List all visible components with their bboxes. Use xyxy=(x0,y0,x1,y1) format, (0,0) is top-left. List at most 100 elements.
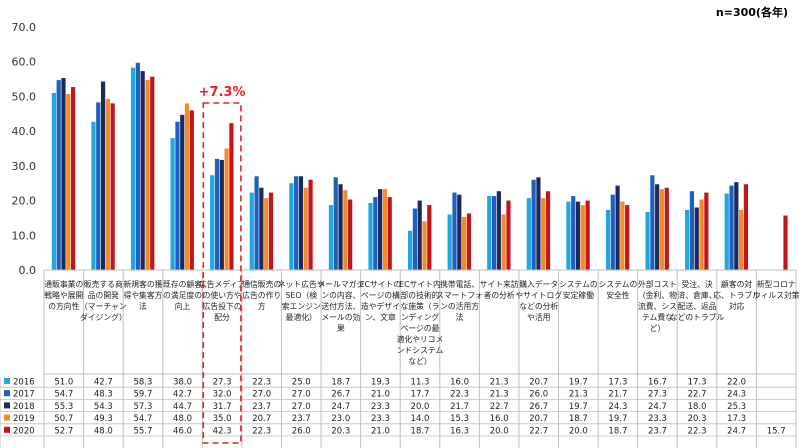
table-value: 22.3 xyxy=(252,378,271,388)
table-value: 23.3 xyxy=(648,414,667,424)
bar-2016 xyxy=(526,198,531,270)
table-value: 27.0 xyxy=(252,390,271,400)
table-value: 16.0 xyxy=(450,378,469,388)
table-value: 21.3 xyxy=(569,390,588,400)
bar-2016 xyxy=(487,196,492,270)
table-value: 18.7 xyxy=(411,426,430,436)
category-label: 購入データやサイトログなどの分析や活用 xyxy=(515,279,562,322)
table-value: 22.3 xyxy=(450,390,469,400)
legend-swatch-2016 xyxy=(4,378,10,384)
table-value: 54.7 xyxy=(133,414,152,424)
bar-2016 xyxy=(685,209,690,270)
bar-2017 xyxy=(96,102,101,270)
table-value: 21.0 xyxy=(371,390,390,400)
bar-2018 xyxy=(575,201,581,270)
bar-2016 xyxy=(328,205,334,270)
table-value: 48.0 xyxy=(173,414,192,424)
bar-2016 xyxy=(91,121,96,271)
bar-2018 xyxy=(180,114,185,270)
annotation-label: +7.3% xyxy=(199,85,246,100)
category-label: サイト来訪者の分析 xyxy=(480,279,519,300)
bar-2018 xyxy=(496,191,501,270)
bar-2017 xyxy=(135,62,140,271)
bar-2018 xyxy=(378,189,383,270)
table-value: 16.3 xyxy=(450,426,469,436)
bar-2020 xyxy=(625,205,630,270)
bar-2018 xyxy=(100,81,106,270)
table-value: 42.3 xyxy=(213,426,232,436)
bar-2018 xyxy=(615,185,620,270)
legend-label: 2019 xyxy=(13,414,35,424)
category-label: 通販事業の戦略や展開の方向性 xyxy=(44,279,83,311)
table-value: 20.0 xyxy=(411,402,430,412)
table-value: 21.3 xyxy=(490,390,509,400)
legend-swatch-2017 xyxy=(4,390,10,397)
table-value: 50.7 xyxy=(54,414,73,424)
bar-2020 xyxy=(664,187,669,270)
bar-2018 xyxy=(457,194,462,270)
category-label: 新型コロナウィルス対策 xyxy=(753,279,800,300)
bar-2019 xyxy=(184,103,190,271)
category-label: 顧客の対応、トラブル対応 xyxy=(713,279,760,311)
bar-2017 xyxy=(650,175,655,270)
table-value: 16.7 xyxy=(648,378,667,388)
category-label: システムの安定稼働 xyxy=(559,280,598,300)
bar-2017 xyxy=(571,196,576,270)
table-value: 18.7 xyxy=(608,426,627,436)
category-label: ECサイトのページの構造やデザイン、文章 xyxy=(360,280,402,322)
table-value: 27.3 xyxy=(213,378,232,388)
bar-2020 xyxy=(743,184,749,270)
y-tick-label: 50.0 xyxy=(12,90,37,103)
table-value: 54.7 xyxy=(54,390,73,400)
table-value: 19.7 xyxy=(569,402,588,412)
legend-swatch-2019 xyxy=(4,414,10,421)
table-value: 48.3 xyxy=(94,390,113,400)
table-value: 46.0 xyxy=(173,426,192,436)
bar-2020 xyxy=(308,179,313,270)
table-value: 23.3 xyxy=(371,402,390,412)
category-label: 既存の顧客の満足度の向上 xyxy=(163,279,202,311)
bar-2017 xyxy=(333,177,338,270)
table-value: 16.0 xyxy=(490,414,509,424)
table-value: 24.7 xyxy=(331,402,350,412)
table-value: 58.3 xyxy=(133,378,152,388)
bar-2017 xyxy=(56,80,61,270)
table-value: 22.7 xyxy=(529,426,548,436)
bar-2018 xyxy=(61,78,66,270)
bar-2020 xyxy=(585,200,590,270)
table-value: 23.3 xyxy=(371,414,390,424)
bar-2019 xyxy=(699,199,704,270)
table-value: 23.7 xyxy=(252,402,271,412)
table-value: 19.3 xyxy=(371,378,390,388)
bar-2020 xyxy=(387,197,392,270)
legend-label: 2020 xyxy=(13,426,35,436)
y-tick-label: 60.0 xyxy=(12,56,37,69)
table-value: 55.7 xyxy=(133,426,152,436)
table-value: 18.7 xyxy=(331,378,350,388)
bar-2019 xyxy=(739,209,744,270)
table-value: 22.3 xyxy=(252,426,271,436)
bar-2016 xyxy=(210,175,215,270)
table-value: 23.7 xyxy=(292,414,311,424)
bar-2016 xyxy=(724,193,729,270)
bar-2019 xyxy=(303,187,308,270)
bar-2018 xyxy=(259,187,264,270)
bar-2020 xyxy=(268,192,274,270)
table-value: 21.7 xyxy=(608,390,627,400)
table-value: 17.3 xyxy=(727,414,746,424)
table-value: 52.7 xyxy=(54,426,73,436)
table-value: 20.0 xyxy=(569,426,588,436)
table-value: 24.3 xyxy=(608,402,627,412)
table-value: 51.0 xyxy=(54,378,73,388)
table-value: 27.0 xyxy=(292,402,311,412)
bar-2020 xyxy=(229,123,234,270)
table-value: 26.7 xyxy=(529,402,548,412)
bar-2020 xyxy=(189,110,194,270)
bar-2020 xyxy=(70,87,76,270)
bar-2020 xyxy=(150,76,155,270)
bar-2018 xyxy=(140,71,145,270)
table-value: 20.3 xyxy=(331,426,350,436)
table-value: 20.3 xyxy=(688,414,707,424)
bar-2017 xyxy=(531,179,536,270)
bar-2019 xyxy=(541,198,546,270)
